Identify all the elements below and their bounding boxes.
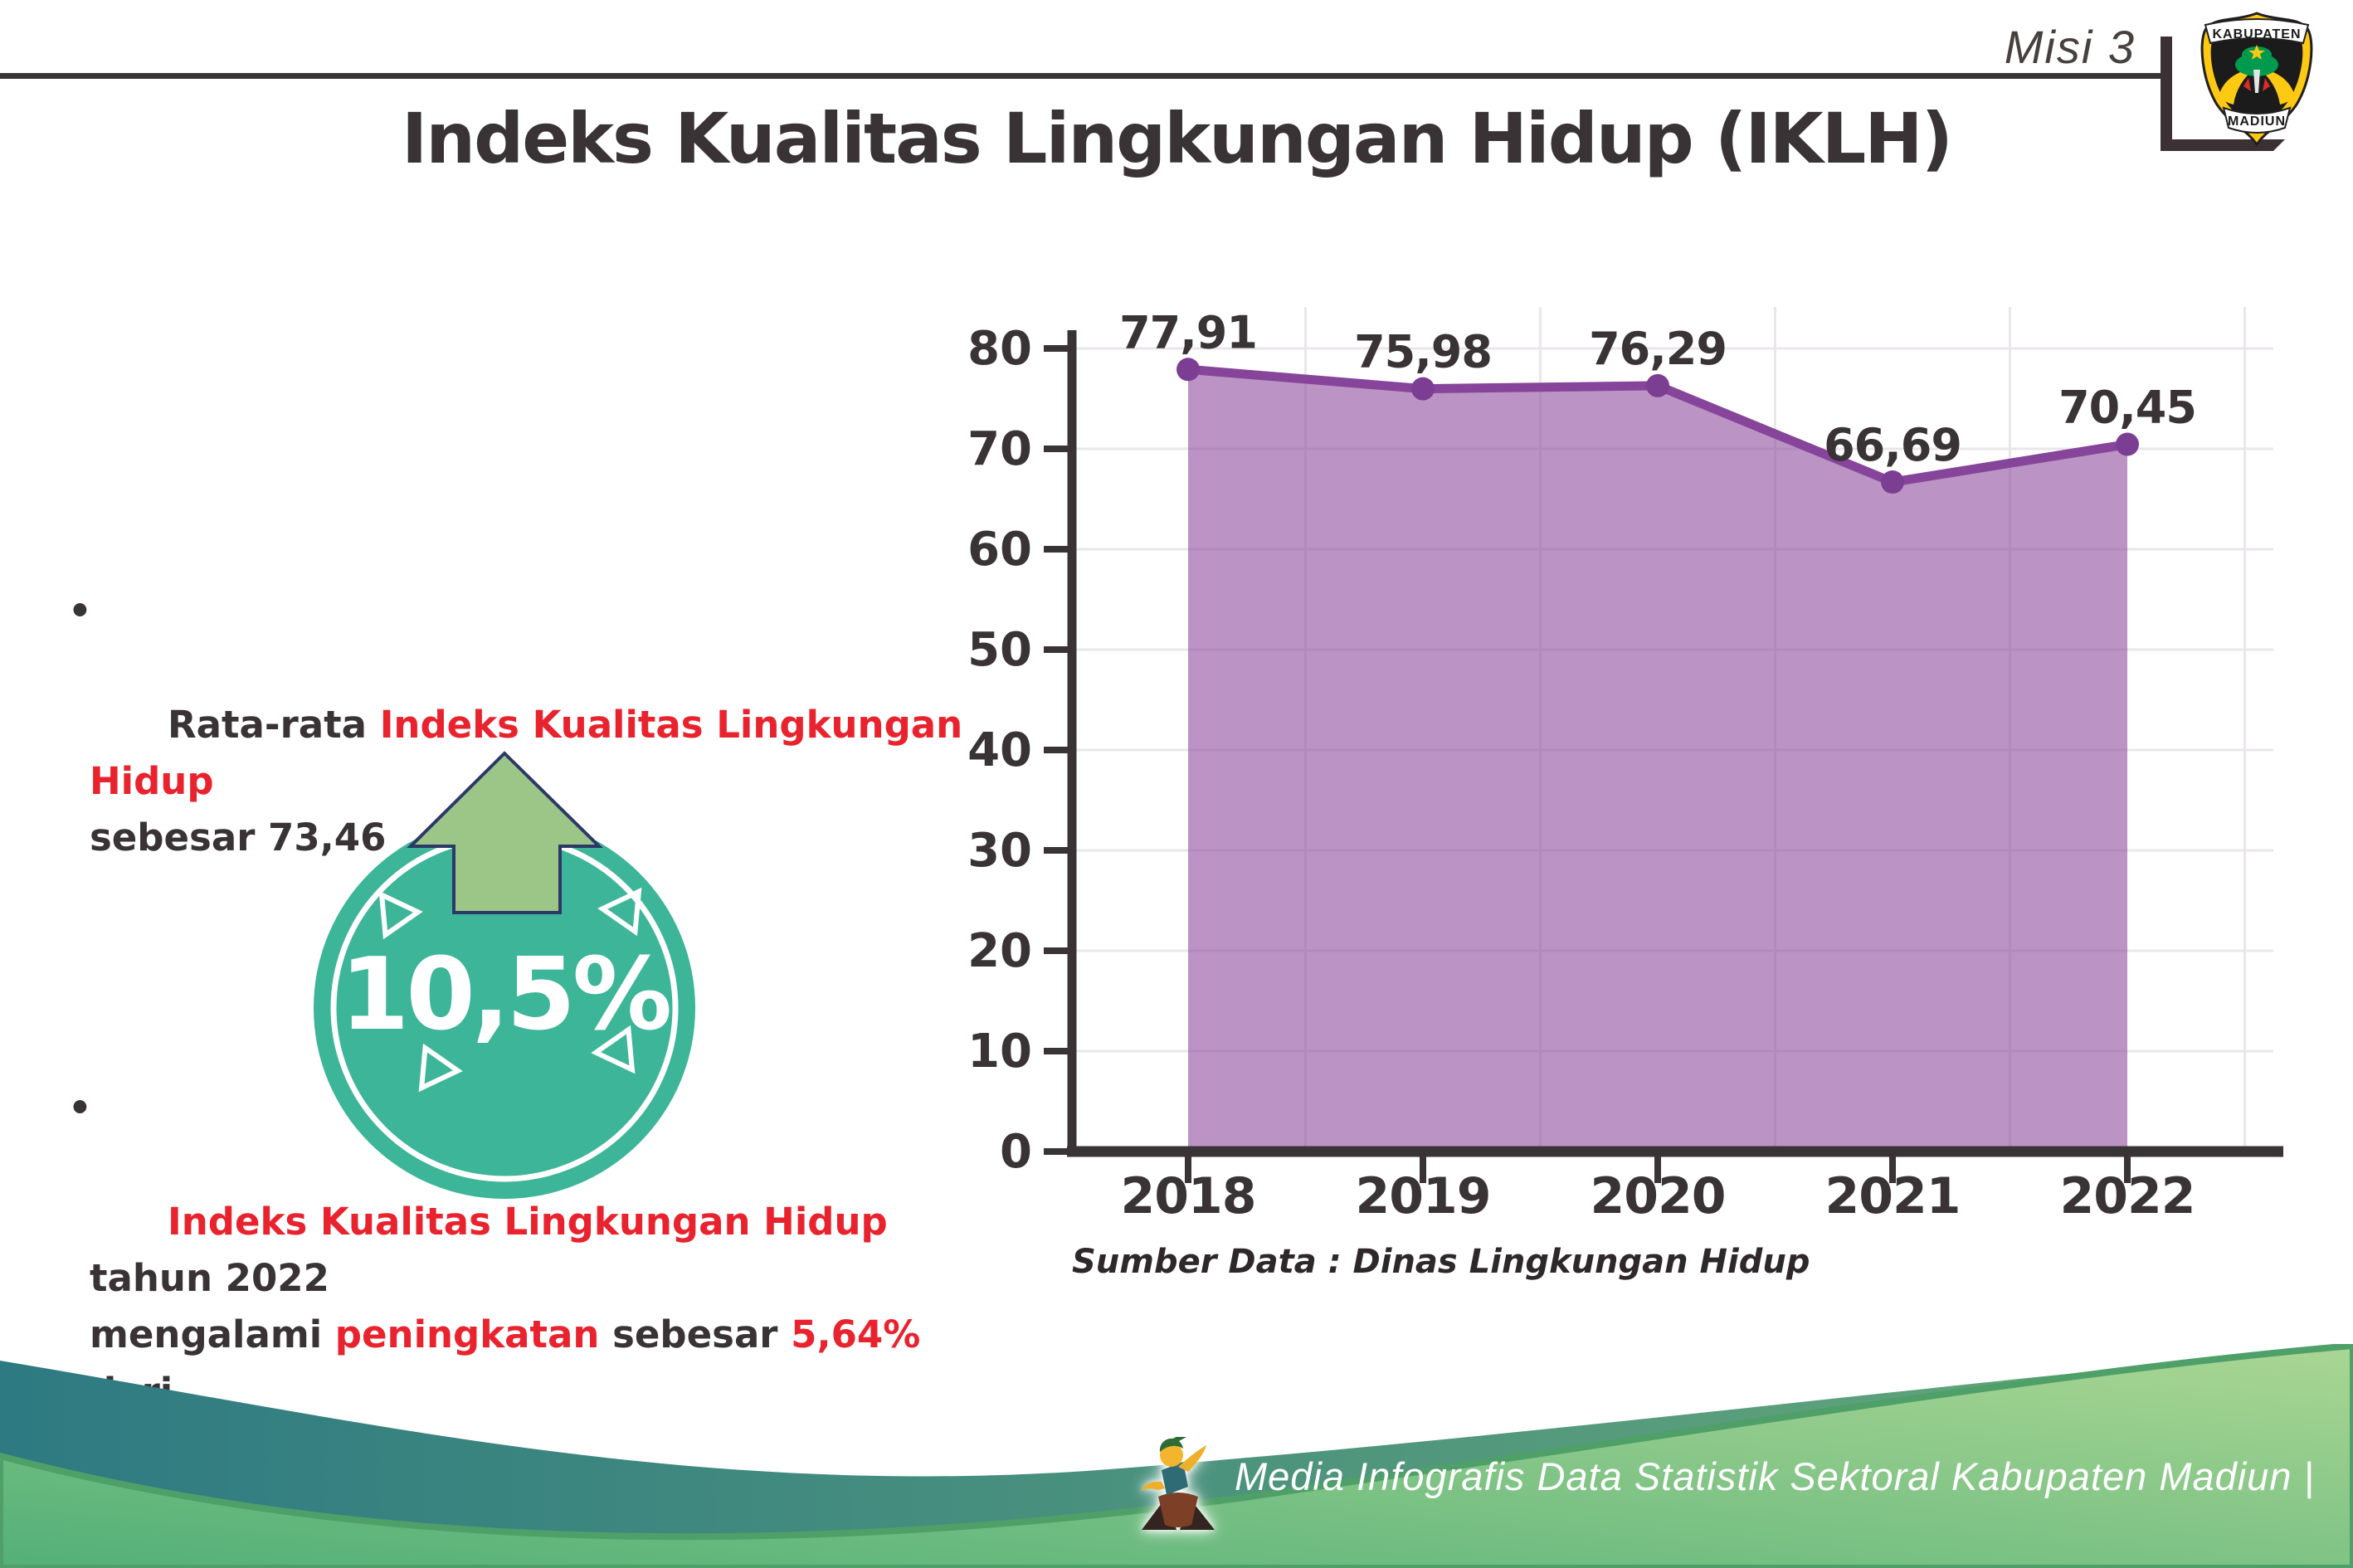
- area-fill: [1188, 369, 2127, 1152]
- bullet-text-segment: Indeks Kualitas Lingkungan Hidup: [168, 1199, 888, 1244]
- iklh-area-chart: 77,91 75,98 76,29 66,69 70,45 0 10 20 30 40 50 60 70…: [967, 307, 2283, 1225]
- y-tick-label: 70: [967, 422, 1032, 476]
- y-tick-label: 20: [967, 924, 1032, 978]
- x-tick-label: 2022: [2060, 1167, 2195, 1225]
- increase-percentage-badge: 10,5%: [314, 751, 695, 1199]
- bullet-average-iklh: • Rata-rata Indeks Kualitas Lingkungan H…: [68, 583, 1014, 923]
- data-marker: [2116, 432, 2139, 456]
- data-marker: [1411, 377, 1435, 401]
- spark-triangle: [378, 890, 423, 940]
- data-marker: [1646, 373, 1669, 397]
- bullet-text-segment: peningkatan: [334, 1312, 600, 1357]
- logo-right-wing: [2258, 68, 2295, 105]
- bullet-dot: •: [68, 1085, 92, 1130]
- header-rule: [0, 73, 2161, 79]
- chart-labels: 77,91 75,98 76,29 66,69 70,45 0 10 20 30 40 50 60 70…: [967, 307, 2197, 1225]
- badge-circle: [314, 817, 695, 1199]
- value-label: 75,98: [1354, 326, 1492, 378]
- spark-triangle: [597, 887, 642, 937]
- mission-label: Misi 3: [2004, 21, 2136, 73]
- bullet-text-segment: sebesar: [599, 1312, 792, 1357]
- logo-flame-right: [2263, 78, 2270, 91]
- mascot-left-arm: [1140, 1481, 1165, 1492]
- value-label: 66,69: [1824, 419, 1961, 471]
- badge-percentage-value: 10,5%: [340, 937, 670, 1053]
- mascot-cap-leaf: [1168, 1437, 1186, 1445]
- value-label: 70,45: [2058, 382, 2196, 434]
- footer-green-wave: [0, 1344, 2353, 1568]
- dancer-mascot-icon: [1140, 1437, 1215, 1530]
- logo-top-banner: [2204, 18, 2310, 45]
- logo-flame-left: [2243, 78, 2251, 91]
- spark-triangle: [591, 1025, 636, 1074]
- mascot-torso: [1162, 1462, 1188, 1495]
- x-tick-label: 2018: [1121, 1167, 1256, 1225]
- logo-corner-bracket: [2161, 37, 2285, 151]
- x-tick-label: 2020: [1591, 1167, 1726, 1225]
- mascot-right-arm: [1178, 1445, 1206, 1472]
- y-tick-label: 10: [967, 1025, 1032, 1079]
- y-tick-label: 30: [967, 824, 1032, 878]
- bullet-text-segment: Indeks Kualitas Lingkungan Hidup: [90, 702, 976, 803]
- value-label: 76,29: [1589, 323, 1727, 375]
- logo-shield: KABUPATEN MADIUN: [2200, 12, 2313, 147]
- x-tick-label: 2021: [1825, 1167, 1961, 1225]
- y-tick-label: 40: [967, 723, 1032, 777]
- y-tick-label: 0: [1000, 1125, 1032, 1179]
- badge-spark-triangles: [378, 887, 642, 1093]
- logo-monument: [2253, 70, 2260, 93]
- y-tick-label: 50: [967, 623, 1032, 677]
- x-tick-label: 2019: [1356, 1167, 1491, 1225]
- data-marker: [1881, 470, 1904, 494]
- logo-star-icon: [2248, 45, 2265, 60]
- bullet-text-segment: sebesar 73,46: [90, 816, 387, 860]
- kabupaten-madiun-logo: KABUPATEN MADIUN: [2161, 12, 2313, 151]
- footer-wave-banner: [0, 1344, 2353, 1568]
- logo-top-banner-text: KABUPATEN: [2212, 27, 2301, 41]
- chart-area-series: [1176, 358, 2139, 1152]
- logo-left-wing: [2219, 68, 2255, 105]
- spark-triangle: [418, 1043, 463, 1093]
- logo-bottom-banner-text: MADIUN: [2228, 114, 2286, 129]
- bullet-dot: •: [68, 588, 92, 633]
- arrow-up-icon: [407, 751, 603, 914]
- mascot-head: [1160, 1444, 1183, 1467]
- bullet-text-segment: tahun 2022 mengalami: [90, 1256, 329, 1357]
- data-marker: [1176, 358, 1200, 382]
- y-tick-label: 60: [967, 523, 1032, 577]
- page-title: Indeks Kualitas Lingkungan Hidup (IKLH): [402, 98, 1953, 179]
- bullet-text-segment: 5,64%: [791, 1312, 921, 1357]
- mascot-sarong: [1158, 1493, 1198, 1527]
- bullet-text-segment: Rata-rata: [168, 702, 380, 747]
- value-label: 77,91: [1119, 307, 1257, 358]
- logo-bottom-banner: [2222, 106, 2292, 134]
- chart-axes: [1044, 330, 2283, 1183]
- footer-credit: Media Infografis Data Statistik Sektoral…: [1235, 1454, 2315, 1498]
- y-tick-label: 80: [967, 322, 1032, 376]
- data-source-note: Sumber Data : Dinas Lingkungan Hidup: [1072, 1243, 1810, 1281]
